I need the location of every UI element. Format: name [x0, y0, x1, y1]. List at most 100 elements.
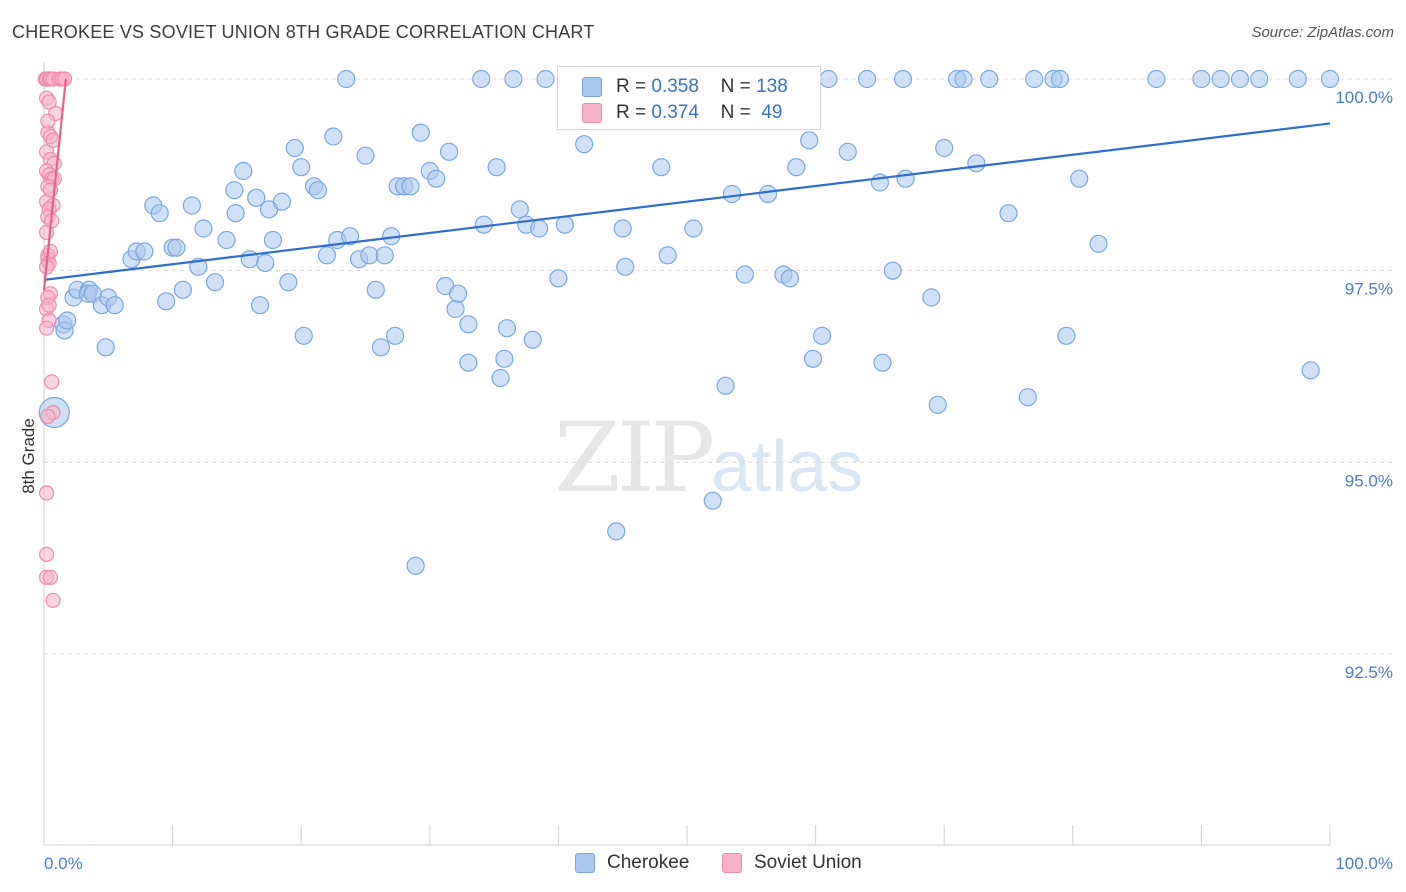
cherokee-point [1025, 69, 1044, 89]
cherokee-point [883, 261, 902, 280]
cherokee-point [999, 204, 1018, 223]
cherokee-point [1089, 234, 1108, 253]
soviet-point [41, 297, 57, 313]
cherokee-point [722, 184, 742, 204]
y-tick-label: 95.0% [1345, 471, 1393, 490]
axes [43, 62, 1331, 846]
cherokee-point [684, 219, 703, 238]
watermark-atlas: atlas [711, 427, 864, 507]
cherokee-point [1230, 69, 1250, 89]
cherokee-point [495, 349, 514, 368]
cherokee-point [838, 142, 857, 161]
cherokee-point [922, 288, 941, 307]
legend-n-value: 49 [761, 102, 783, 123]
cherokee-point [459, 353, 478, 372]
legend-row-cherokee: R = 0.358 N = 138 [582, 75, 788, 99]
cherokee-point [105, 296, 124, 315]
cherokee-point [167, 238, 186, 257]
cherokee-point [182, 196, 201, 215]
cherokee-point [375, 246, 394, 265]
cherokee-point [96, 338, 115, 357]
y-tick-label: 100.0% [1335, 88, 1393, 107]
cherokee-point [1050, 69, 1070, 89]
series-soviet-points [37, 71, 73, 608]
x-tick-label: 0.0% [44, 854, 83, 873]
cherokee-point [285, 138, 304, 158]
cherokee-point [652, 158, 671, 177]
cherokee-point [803, 349, 823, 368]
y-axis-label: 8th Grade [19, 418, 38, 494]
cherokee-point [510, 200, 529, 219]
soviet-point [40, 113, 56, 129]
soviet-trend-line [42, 78, 67, 290]
cherokee-point [256, 253, 275, 273]
legend-n-label: N = [720, 102, 751, 123]
cherokee-trend-line [43, 122, 1331, 281]
cherokee-point [401, 177, 420, 196]
y-tick-label: 97.5% [1345, 280, 1393, 299]
cherokee-point [980, 69, 999, 89]
soviet-point [41, 94, 57, 110]
cherokee-point [356, 146, 375, 165]
cherokee-point [226, 204, 245, 223]
cherokee-point [928, 395, 947, 414]
cherokee-point [787, 158, 806, 177]
legend-label-cherokee: Cherokee [607, 852, 690, 873]
cherokee-point [385, 326, 405, 345]
cherokee-point [967, 154, 986, 173]
legend-r-value: 0.358 [651, 76, 699, 97]
cherokee-point [819, 69, 838, 89]
cherokee-point [497, 319, 517, 338]
trend-lines [42, 78, 1331, 290]
cherokee-point [716, 376, 735, 395]
legend-item-soviet[interactable]: Soviet Union [722, 852, 862, 874]
legend-r-label: R = [616, 76, 647, 97]
cherokee-point [1147, 69, 1166, 89]
legend-n-label: N = [720, 76, 751, 97]
cherokee-point [234, 161, 253, 181]
cherokee-point [324, 127, 343, 146]
cherokee-point [406, 556, 425, 575]
cherokee-point [194, 219, 213, 238]
cherokee-point [607, 522, 626, 541]
cherokee-point [896, 169, 915, 188]
cherokee-point [360, 246, 379, 265]
cherokee-point [1250, 69, 1269, 89]
watermark: ZIPatlas [554, 402, 863, 514]
cherokee-point [263, 230, 283, 250]
soviet-point [40, 408, 56, 424]
cherokee-point [1288, 69, 1307, 89]
tick-labels: 92.5% 95.0% 97.5% 100.0% 0.0% 100.0% 8th Grade [19, 88, 1393, 873]
legend-row-soviet: R = 0.374 N = 49 [582, 101, 782, 125]
cherokee-point [780, 269, 799, 288]
cherokee-point [247, 188, 266, 207]
cherokee-point [217, 230, 236, 250]
cherokee-point [873, 353, 892, 372]
cherokee-point [308, 181, 328, 200]
cherokee-point [616, 257, 635, 276]
soviet-point [44, 374, 60, 390]
cherokee-point [555, 215, 574, 234]
soviet-point [42, 243, 59, 260]
chart-title: CHEROKEE VS SOVIET UNION 8TH GRADE CORRE… [12, 22, 595, 42]
cherokee-point [536, 69, 555, 89]
cherokee-point [135, 242, 154, 261]
source-label: Source: ZipAtlas.com [1251, 24, 1394, 41]
cherokee-point [1057, 326, 1076, 345]
cherokee-point [294, 326, 313, 345]
stats-legend: R = 0.358 N = 138 R = 0.374 N = 49 [557, 66, 821, 130]
cherokee-point [340, 227, 360, 246]
cherokee-point [703, 491, 722, 510]
cherokee-point [150, 204, 169, 223]
cherokee-point [411, 123, 430, 142]
cherokee-point [935, 138, 954, 158]
cherokee-point [317, 246, 337, 265]
cherokee-point [337, 69, 356, 89]
legend-item-cherokee[interactable]: Cherokee [575, 852, 689, 874]
cherokee-point [758, 184, 778, 204]
watermark-zip: ZIP [554, 402, 715, 514]
soviet-point [42, 569, 59, 585]
cherokee-point [1301, 361, 1320, 380]
cherokee-point [575, 135, 594, 154]
cherokee-point [491, 368, 510, 388]
